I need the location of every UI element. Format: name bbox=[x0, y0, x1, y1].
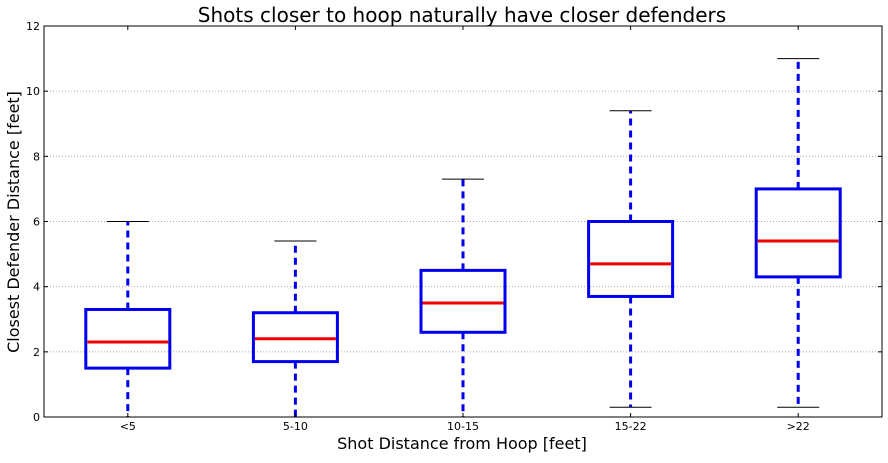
box-group-1 bbox=[251, 240, 339, 418]
x-tick-label: <5 bbox=[120, 420, 136, 433]
ticks: 0 2 4 6 8 10 12 <5 5-10 10-15 15-22 >22 bbox=[26, 20, 882, 433]
iqr-box bbox=[754, 187, 842, 279]
y-tick-label: 0 bbox=[33, 411, 40, 424]
y-tick-label: 8 bbox=[33, 150, 40, 163]
x-tick-label: 10-15 bbox=[447, 420, 479, 433]
box-group-0 bbox=[84, 221, 172, 418]
y-tick-label: 4 bbox=[33, 281, 40, 294]
y-tick-label: 10 bbox=[26, 85, 40, 98]
y-tick-label: 2 bbox=[33, 346, 40, 359]
y-tick-label: 6 bbox=[33, 216, 40, 229]
iqr-box bbox=[251, 311, 339, 364]
boxes bbox=[84, 58, 842, 418]
y-tick-label: 12 bbox=[26, 20, 40, 33]
iqr-box bbox=[419, 268, 507, 334]
x-axis-label: Shot Distance from Hoop [feet] bbox=[337, 434, 587, 453]
x-tick-label: 15-22 bbox=[615, 420, 647, 433]
box-group-4 bbox=[754, 58, 842, 408]
x-tick-label: 5-10 bbox=[283, 420, 308, 433]
y-axis-label: Closest Defender Distance [feet] bbox=[4, 91, 23, 353]
iqr-box bbox=[587, 220, 675, 298]
chart-title: Shots closer to hoop naturally have clos… bbox=[198, 3, 726, 27]
box-group-3 bbox=[587, 110, 675, 408]
box-group-2 bbox=[419, 178, 507, 418]
iqr-box bbox=[84, 307, 172, 370]
x-tick-label: >22 bbox=[787, 420, 810, 433]
